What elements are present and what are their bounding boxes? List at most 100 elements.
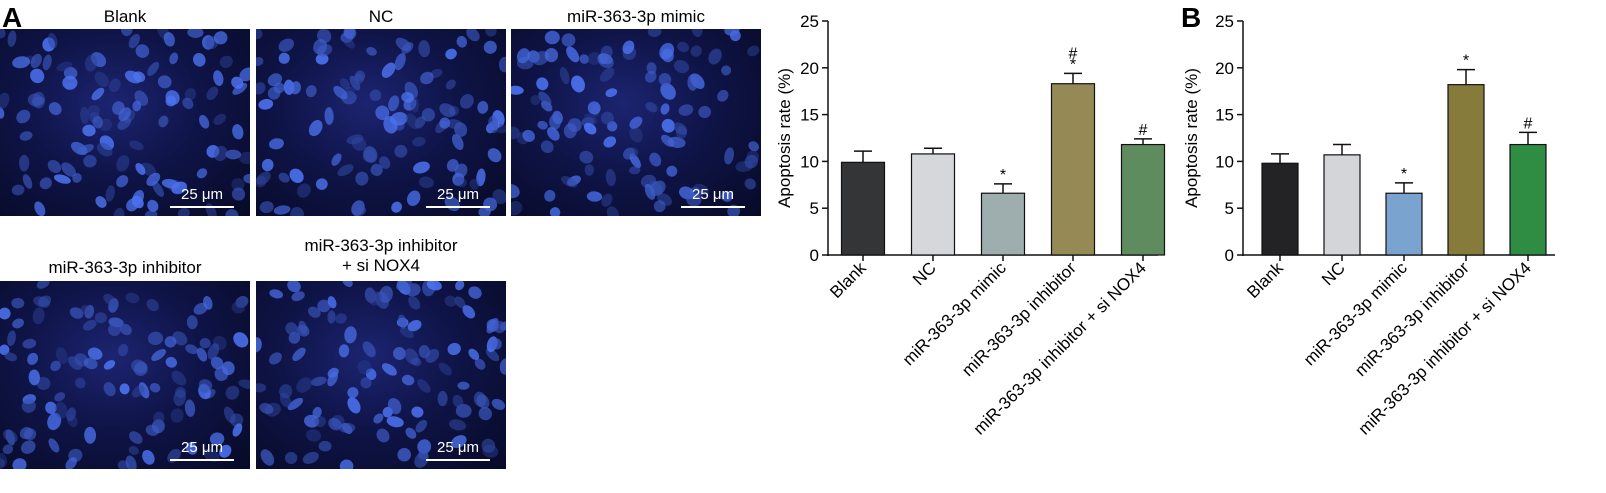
- nucleus: [476, 394, 490, 409]
- nucleus: [452, 394, 464, 408]
- nucleus: [318, 440, 332, 452]
- nucleus: [414, 451, 429, 468]
- nucleus: [401, 92, 414, 103]
- nucleus: [12, 318, 25, 329]
- nucleus: [214, 145, 228, 162]
- nucleus: [169, 52, 179, 65]
- nucleus: [466, 29, 480, 42]
- nucleus: [118, 107, 132, 122]
- nucleus: [540, 140, 554, 154]
- nucleus: [132, 190, 145, 206]
- nucleus: [82, 319, 97, 331]
- nucleus: [55, 401, 68, 419]
- nucleus: [342, 281, 353, 288]
- nucleus: [62, 75, 78, 90]
- chart-a-category-label: NC: [909, 258, 940, 289]
- nucleus: [147, 331, 164, 346]
- chart-b-bar: [1385, 192, 1423, 256]
- nucleus: [483, 40, 497, 54]
- nucleus: [144, 210, 158, 216]
- nucleus: [561, 33, 576, 47]
- nucleus: [278, 52, 290, 64]
- nucleus: [119, 383, 130, 395]
- scale-bar-label: 25 μm: [437, 186, 479, 203]
- nucleus: [67, 414, 78, 428]
- nucleus: [291, 291, 305, 302]
- nucleus: [357, 360, 372, 375]
- nucleus: [207, 343, 220, 360]
- nucleus: [349, 75, 361, 91]
- nucleus: [305, 85, 317, 98]
- nucleus: [667, 136, 686, 148]
- nuclei-texture: [0, 281, 250, 469]
- nucleus: [561, 176, 578, 188]
- nucleus: [28, 369, 41, 386]
- nucleus: [267, 73, 283, 87]
- nucleus: [405, 113, 420, 130]
- nucleus: [0, 106, 5, 119]
- nucleus: [279, 384, 293, 399]
- nucleus: [113, 207, 125, 216]
- nucleus: [21, 440, 36, 454]
- nucleus: [39, 177, 52, 190]
- chart-a-bar: [840, 161, 886, 256]
- nucleus: [511, 183, 520, 199]
- nucleus: [579, 54, 590, 64]
- nucleus: [203, 448, 220, 462]
- nucleus: [492, 189, 506, 205]
- nucleus: [447, 342, 461, 356]
- nucleus: [629, 116, 643, 129]
- chart-a-significance-mark: *: [1000, 167, 1006, 184]
- nucleus: [660, 103, 670, 115]
- scale-bar-label: 25 μm: [181, 439, 223, 456]
- micrograph-blank: 25 μm: [0, 29, 250, 216]
- nucleus: [21, 399, 36, 413]
- nucleus: [56, 61, 73, 72]
- nucleus: [297, 183, 311, 198]
- nucleus: [129, 140, 144, 151]
- nucleus: [327, 371, 338, 387]
- chart-a-bar: [910, 153, 956, 256]
- nucleus: [653, 200, 666, 213]
- nucleus: [376, 428, 390, 443]
- nucleus: [7, 330, 16, 347]
- nucleus: [446, 119, 463, 129]
- nucleus: [260, 449, 275, 466]
- nucleus: [171, 370, 187, 386]
- nuclei-texture: [0, 29, 250, 216]
- chart-b-bar: [1323, 154, 1361, 256]
- nucleus: [587, 51, 602, 65]
- nucleus: [259, 402, 274, 415]
- nucleus: [344, 326, 357, 344]
- nucleus: [339, 459, 354, 469]
- chart-b-significance-mark: #: [1524, 115, 1533, 132]
- nucleus: [133, 71, 146, 83]
- chart-b-bar: [1509, 143, 1547, 256]
- nucleus: [273, 205, 291, 215]
- nucleus: [678, 104, 694, 116]
- nucleus: [546, 126, 560, 141]
- nucleus: [624, 147, 639, 158]
- nucleus: [606, 206, 619, 216]
- nucleus: [125, 292, 140, 304]
- panel-label-a: A: [2, 2, 23, 33]
- chart-b-significance-mark: *: [1463, 53, 1469, 70]
- nucleus: [687, 74, 698, 91]
- nucleus: [53, 174, 71, 184]
- nucleus: [285, 322, 298, 335]
- nucleus: [693, 183, 709, 196]
- nucleus: [499, 358, 506, 375]
- nucleus: [103, 382, 116, 397]
- nucleus: [661, 118, 675, 133]
- nucleus: [544, 30, 560, 45]
- nucleus: [131, 385, 145, 398]
- nucleus: [278, 172, 290, 183]
- nucleus: [605, 88, 618, 98]
- nucleus: [327, 310, 336, 324]
- nucleus: [108, 323, 121, 337]
- nuclei-texture: [256, 29, 506, 216]
- nucleus: [55, 347, 68, 364]
- nucleus: [451, 435, 467, 449]
- nucleus: [579, 150, 594, 164]
- nucleus: [659, 42, 675, 60]
